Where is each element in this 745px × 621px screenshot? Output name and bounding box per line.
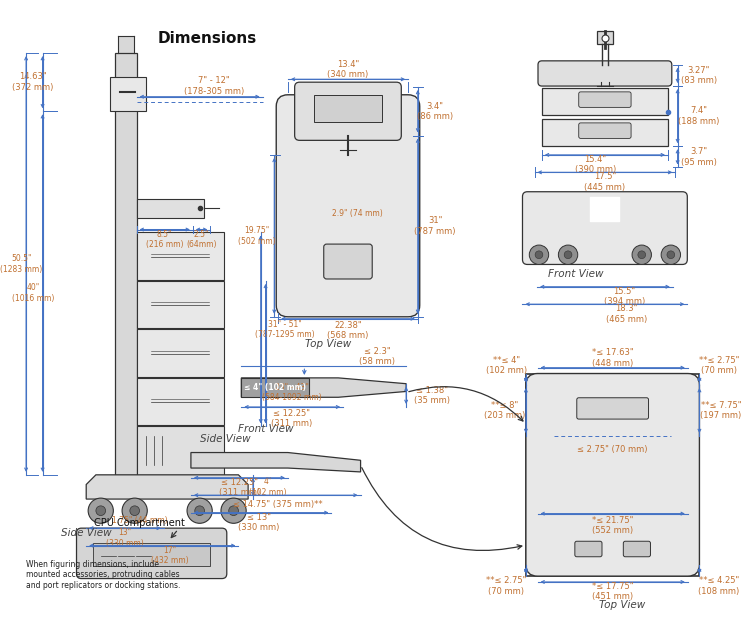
Bar <box>597 31 612 44</box>
FancyBboxPatch shape <box>276 95 419 317</box>
Text: 23" - 43"
(584-1092 mm): 23" - 43" (584-1092 mm) <box>262 383 322 402</box>
Bar <box>93 543 210 566</box>
Circle shape <box>529 245 548 265</box>
Text: When figuring dimensions, include
mounted accessories, protruding cables
and por: When figuring dimensions, include mounte… <box>26 560 180 589</box>
Text: Side View: Side View <box>200 434 250 444</box>
Circle shape <box>632 245 651 265</box>
Polygon shape <box>136 199 204 218</box>
FancyBboxPatch shape <box>542 88 668 115</box>
Text: *≤ 17.75"
(451 mm): *≤ 17.75" (451 mm) <box>592 582 633 601</box>
Text: 17.5"
(445 mm): 17.5" (445 mm) <box>584 173 626 192</box>
Text: *≤ 21.75"
(552 mm): *≤ 21.75" (552 mm) <box>592 515 633 535</box>
FancyBboxPatch shape <box>324 244 372 279</box>
Polygon shape <box>115 53 136 475</box>
Bar <box>241 378 309 397</box>
Text: ≤ 2.75" (70 mm): ≤ 2.75" (70 mm) <box>577 445 648 454</box>
Text: 3.27"
(83 mm): 3.27" (83 mm) <box>681 66 717 85</box>
Polygon shape <box>191 453 361 472</box>
Circle shape <box>535 251 543 258</box>
Text: 14.63"
(372 mm): 14.63" (372 mm) <box>12 73 54 92</box>
Text: 31" - 51"
(787-1295 mm): 31" - 51" (787-1295 mm) <box>255 320 315 339</box>
Text: 1.75" (44 mm): 1.75" (44 mm) <box>112 516 168 525</box>
Polygon shape <box>241 378 406 397</box>
Circle shape <box>88 498 113 524</box>
Circle shape <box>221 498 246 524</box>
Polygon shape <box>110 78 146 111</box>
Text: 2.9" (74 mm): 2.9" (74 mm) <box>332 209 383 217</box>
Text: 31"
(787 mm): 31" (787 mm) <box>414 217 456 236</box>
Text: **≤ 7.75"
(197 mm): **≤ 7.75" (197 mm) <box>700 401 741 420</box>
Circle shape <box>661 245 680 265</box>
Text: **≤ 8"
(203 mm): **≤ 8" (203 mm) <box>484 401 525 420</box>
Circle shape <box>187 498 212 524</box>
Text: 7" - 12"
(178-305 mm): 7" - 12" (178-305 mm) <box>184 76 244 96</box>
Text: 13.4"
(340 mm): 13.4" (340 mm) <box>327 60 369 79</box>
Text: *≤ 17.63"
(448 mm): *≤ 17.63" (448 mm) <box>592 348 633 368</box>
Bar <box>136 329 224 377</box>
Text: Top View: Top View <box>599 601 645 610</box>
Text: ≤ 4" (102 mm): ≤ 4" (102 mm) <box>244 383 306 392</box>
Text: 17"
(432 mm): 17" (432 mm) <box>151 546 189 565</box>
Text: 3.4"
(86 mm): 3.4" (86 mm) <box>417 102 453 121</box>
FancyBboxPatch shape <box>538 61 672 86</box>
Circle shape <box>638 251 646 258</box>
FancyBboxPatch shape <box>575 542 602 557</box>
Text: 22.38"
(568 mm): 22.38" (568 mm) <box>327 320 369 340</box>
Circle shape <box>122 498 148 524</box>
Bar <box>136 281 224 329</box>
Text: 7.4"
(188 mm): 7.4" (188 mm) <box>678 106 720 126</box>
Text: ≤ 14.75" (375 mm)**: ≤ 14.75" (375 mm)** <box>233 501 323 509</box>
FancyBboxPatch shape <box>579 123 631 138</box>
Text: **≤ 4.25"
(108 mm): **≤ 4.25" (108 mm) <box>698 576 740 596</box>
Bar <box>136 378 224 425</box>
FancyBboxPatch shape <box>295 82 402 140</box>
FancyBboxPatch shape <box>77 528 226 579</box>
Bar <box>136 232 224 280</box>
Text: ≤ 13"
(330 mm): ≤ 13" (330 mm) <box>238 513 279 532</box>
Circle shape <box>96 506 106 515</box>
Circle shape <box>130 506 139 515</box>
FancyBboxPatch shape <box>542 119 668 146</box>
FancyBboxPatch shape <box>579 92 631 107</box>
Text: Front View: Front View <box>548 269 603 279</box>
Text: CPU Compartment: CPU Compartment <box>94 519 185 528</box>
Text: ≤ 2.3"
(58 mm): ≤ 2.3" (58 mm) <box>359 347 395 366</box>
Text: 8.5"
(216 mm): 8.5" (216 mm) <box>146 230 183 249</box>
Text: 13"
(330 mm): 13" (330 mm) <box>106 528 144 548</box>
Circle shape <box>229 506 238 515</box>
Circle shape <box>667 251 675 258</box>
Text: 18.3"
(465 mm): 18.3" (465 mm) <box>606 304 647 324</box>
Text: ≤ 12.25"
(311 mm): ≤ 12.25" (311 mm) <box>219 478 260 497</box>
Text: **≤ 2.75"
(70 mm): **≤ 2.75" (70 mm) <box>699 356 739 376</box>
Text: Front View: Front View <box>238 424 294 434</box>
Circle shape <box>558 245 578 265</box>
Text: Dimensions: Dimensions <box>158 31 257 46</box>
Bar <box>314 95 382 122</box>
Text: 40"
(1016 mm): 40" (1016 mm) <box>12 283 54 303</box>
FancyBboxPatch shape <box>522 192 688 265</box>
FancyBboxPatch shape <box>526 373 700 576</box>
Text: Side View: Side View <box>61 528 112 538</box>
Bar <box>136 427 224 475</box>
Circle shape <box>564 251 572 258</box>
FancyBboxPatch shape <box>624 542 650 557</box>
Bar <box>526 373 700 576</box>
Text: **≤ 4"
(102 mm): **≤ 4" (102 mm) <box>486 356 527 376</box>
Text: 50.5"
(1283 mm): 50.5" (1283 mm) <box>0 254 42 274</box>
Text: 3.7"
(95 mm): 3.7" (95 mm) <box>681 147 717 166</box>
Text: ≤ 12.25"
(311 mm): ≤ 12.25" (311 mm) <box>271 409 312 428</box>
Text: **≤ 2.75"
(70 mm): **≤ 2.75" (70 mm) <box>486 576 527 596</box>
Circle shape <box>194 506 204 515</box>
Text: Top View: Top View <box>305 339 352 349</box>
Text: 15.4"
(390 mm): 15.4" (390 mm) <box>574 155 616 175</box>
Text: 2.5"
(64mm): 2.5" (64mm) <box>186 230 217 249</box>
FancyBboxPatch shape <box>577 398 649 419</box>
Polygon shape <box>86 475 248 499</box>
Text: ≤ 1.38"
(35 mm): ≤ 1.38" (35 mm) <box>414 386 450 405</box>
Text: 19.75"
(502 mm): 19.75" (502 mm) <box>238 226 276 245</box>
Text: 15.5"
(394 mm): 15.5" (394 mm) <box>603 287 645 306</box>
Text: 4"
(102 mm): 4" (102 mm) <box>249 478 286 497</box>
